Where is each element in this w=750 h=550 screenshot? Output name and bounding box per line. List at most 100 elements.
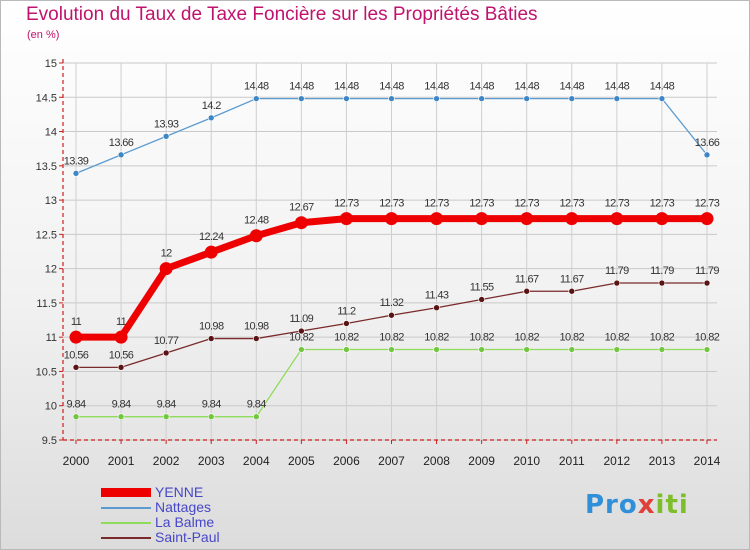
x-tick-label: 2009 [468,454,495,468]
legend-swatch-la-balme [101,522,151,524]
legend: YENNE Nattages La Balme Saint-Paul [101,485,261,545]
data-point-saint-paul [207,335,215,342]
data-label-la-balme: 10.82 [605,332,630,344]
chart-title: Evolution du Taux de Taxe Foncière sur l… [26,4,538,25]
data-point-yenne [69,330,83,344]
x-tick-label: 2005 [288,454,315,468]
data-label-layer: 13.39 13.66 13.93 14.2 14.48 14.48 14.48 14.48 1… [64,81,721,411]
data-point-yenne [475,212,489,226]
legend-label-la-balme: La Balme [155,514,215,530]
y-tick-label: 13.5 [36,161,57,173]
data-label-saint-paul: 11.55 [470,281,494,293]
data-point-la-balme [478,346,485,353]
data-point-yenne [520,212,534,226]
data-point-yenne [114,330,128,344]
data-point-nattages [252,95,260,102]
data-point-nattages [478,95,485,102]
data-label-la-balme: 10.82 [424,332,449,344]
data-label-la-balme: 9.84 [157,399,176,411]
legend-item-yenne: YENNE [101,485,261,500]
data-label-nattages: 13.39 [64,155,89,167]
legend-label-yenne: YENNE [155,484,204,500]
data-point-la-balme [433,346,440,353]
data-point-nattages [568,95,576,102]
data-point-saint-paul [523,287,531,295]
x-tick-label: 2003 [198,454,225,468]
y-tick-label: 15 [45,58,57,70]
legend-swatch-nattages [101,507,151,509]
data-label-nattages: 14.48 [560,81,585,93]
legend-swatch-saint-paul [101,537,151,539]
data-label-la-balme: 9.84 [66,399,85,411]
data-point-saint-paul [298,327,305,335]
data-point-la-balme [613,346,621,353]
x-tick-label: 2013 [649,454,676,468]
y-tick-label: 11 [46,332,57,344]
data-label-yenne: 12.67 [289,202,314,214]
data-label-nattages: 14.48 [379,81,404,93]
data-label-la-balme: 10.82 [514,332,539,344]
data-label-yenne: 12.73 [695,198,720,210]
data-label-nattages: 13.66 [695,137,720,149]
y-tick-label: 9.5 [42,435,57,447]
data-point-saint-paul [703,279,711,287]
data-label-la-balme: 9.84 [112,399,131,411]
data-label-la-balme: 10.82 [695,332,720,344]
data-point-la-balme [117,413,125,420]
data-point-la-balme [523,346,531,353]
data-point-saint-paul [388,311,395,319]
data-label-la-balme: 10.82 [469,332,494,344]
data-point-la-balme [388,346,395,353]
data-label-yenne: 12.73 [650,198,675,210]
data-label-saint-paul: 10.98 [199,321,224,333]
y-tick-label: 11.5 [36,298,57,310]
data-point-nattages [613,95,621,102]
x-tick-label: 2014 [694,454,721,468]
data-point-yenne [430,212,444,226]
x-tick-label: 2010 [513,454,540,468]
data-point-nattages [298,95,305,102]
data-point-la-balme [252,413,260,420]
y-tick-label: 12 [45,264,57,276]
x-tick-label: 2008 [423,454,450,468]
data-label-saint-paul: 11.79 [650,265,674,277]
axis-layer: 9.5 10 10.5 11 11.5 12 12.5 13 13.5 14 14.5 15 2000 2… [36,58,721,468]
data-point-la-balme [207,413,215,420]
data-label-yenne: 12.73 [605,198,630,210]
data-point-saint-paul [343,320,350,327]
data-label-saint-paul: 11.79 [695,265,719,277]
x-tick-label: 2004 [243,454,270,468]
chart-subtitle: (en %) [27,29,60,41]
data-label-nattages: 13.93 [154,118,179,130]
data-point-nattages [433,95,440,102]
data-point-saint-paul [117,364,125,371]
data-label-nattages: 13.66 [109,137,134,149]
y-tick-label: 14 [45,127,57,139]
legend-label-saint-paul: Saint-Paul [155,529,220,545]
data-label-saint-paul: 10.56 [64,349,89,361]
data-point-nattages [388,95,395,102]
data-label-nattages: 14.48 [469,81,494,93]
proxiti-logo: Proxiti [585,490,689,520]
data-point-nattages [207,114,215,122]
data-label-yenne: 12.73 [334,198,359,210]
data-point-nattages [162,133,170,140]
data-point-yenne [159,262,173,276]
data-label-la-balme: 10.82 [560,332,585,344]
x-tick-label: 2002 [153,454,180,468]
data-point-la-balme [568,346,576,353]
data-point-saint-paul [613,279,621,287]
data-point-saint-paul [162,349,170,357]
x-tick-label: 2007 [378,454,405,468]
data-point-yenne [204,245,218,259]
legend-item-nattages: Nattages [101,500,261,515]
data-label-nattages: 14.48 [424,81,449,93]
legend-swatch-yenne [101,488,151,497]
data-point-nattages [72,170,80,177]
data-label-la-balme: 10.82 [334,332,359,344]
y-tick-label: 12.5 [36,229,57,241]
data-label-saint-paul: 10.98 [244,321,269,333]
x-tick-label: 2011 [559,454,585,468]
